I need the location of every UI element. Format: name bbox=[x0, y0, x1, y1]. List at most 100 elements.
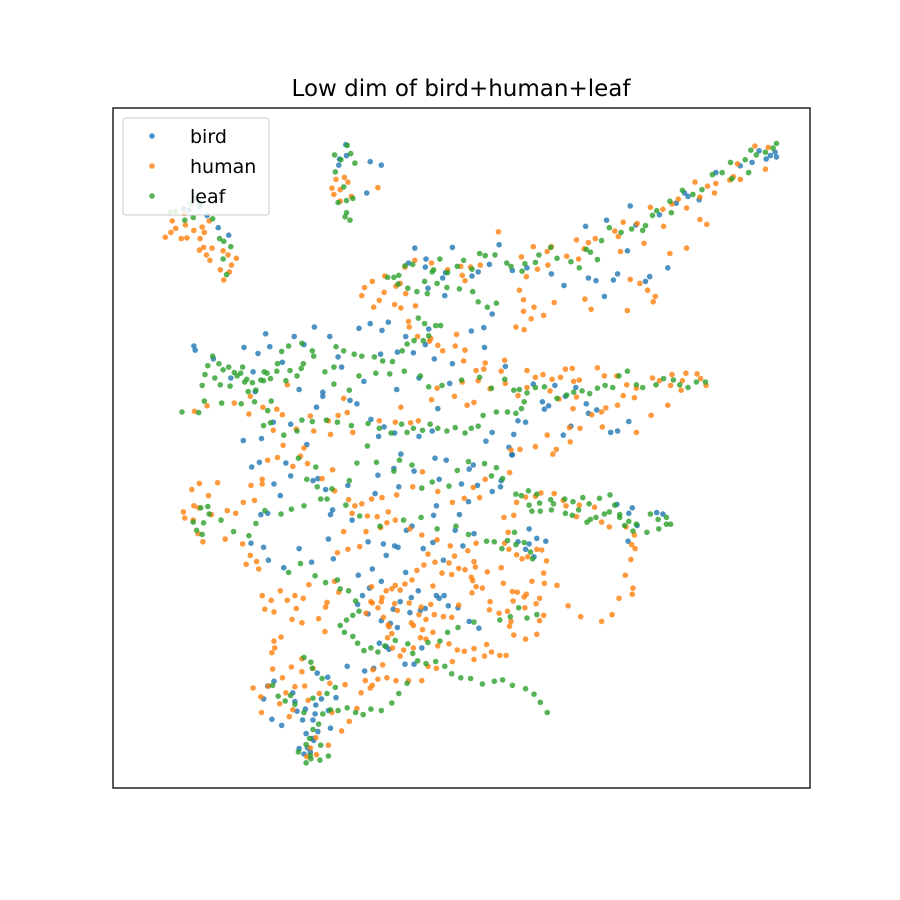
point-human bbox=[667, 382, 674, 389]
point-bird bbox=[315, 475, 321, 482]
point-human bbox=[292, 683, 298, 690]
point-human bbox=[617, 248, 624, 255]
point-leaf bbox=[348, 422, 355, 429]
point-leaf bbox=[727, 159, 734, 166]
point-leaf bbox=[458, 675, 464, 681]
point-human bbox=[620, 219, 626, 225]
point-human bbox=[375, 184, 381, 191]
point-human bbox=[509, 588, 516, 595]
point-human bbox=[660, 206, 666, 213]
point-human bbox=[392, 517, 399, 523]
point-leaf bbox=[616, 511, 623, 518]
point-bird bbox=[361, 668, 368, 674]
point-bird bbox=[277, 492, 284, 499]
point-leaf bbox=[580, 494, 586, 501]
point-human bbox=[191, 503, 197, 509]
point-human bbox=[375, 676, 381, 682]
point-leaf bbox=[376, 425, 383, 432]
point-leaf bbox=[534, 491, 540, 498]
point-leaf bbox=[356, 373, 362, 379]
point-human bbox=[648, 412, 654, 419]
point-leaf bbox=[437, 638, 443, 644]
point-leaf bbox=[480, 412, 486, 419]
point-human bbox=[569, 365, 576, 372]
point-leaf bbox=[251, 399, 258, 405]
point-human bbox=[576, 377, 583, 383]
point-bird bbox=[225, 232, 232, 238]
point-leaf bbox=[401, 368, 408, 375]
point-human bbox=[368, 583, 375, 590]
point-human bbox=[265, 683, 272, 689]
plot-area bbox=[112, 107, 811, 789]
point-leaf bbox=[342, 214, 348, 220]
point-leaf bbox=[331, 152, 338, 158]
point-leaf bbox=[653, 207, 660, 214]
point-leaf bbox=[267, 375, 274, 382]
legend-label-human: human bbox=[190, 156, 256, 178]
point-leaf bbox=[335, 199, 341, 206]
point-leaf bbox=[522, 685, 529, 692]
point-bird bbox=[419, 645, 425, 651]
point-leaf bbox=[745, 169, 752, 176]
point-leaf bbox=[504, 260, 510, 266]
point-human bbox=[598, 618, 605, 625]
point-human bbox=[370, 666, 376, 673]
legend-marker-bird bbox=[149, 133, 155, 139]
point-human bbox=[511, 632, 517, 638]
point-human bbox=[514, 589, 521, 595]
point-bird bbox=[548, 271, 555, 277]
point-leaf bbox=[334, 577, 341, 583]
point-bird bbox=[430, 539, 436, 546]
point-leaf bbox=[419, 427, 426, 434]
point-human bbox=[398, 404, 404, 411]
point-human bbox=[384, 520, 390, 526]
point-leaf bbox=[246, 532, 252, 539]
point-leaf bbox=[702, 379, 709, 385]
point-leaf bbox=[209, 216, 216, 222]
point-bird bbox=[398, 451, 404, 457]
point-bird bbox=[240, 437, 247, 444]
legend-marker-leaf bbox=[149, 193, 155, 199]
point-human bbox=[233, 255, 240, 262]
point-bird bbox=[456, 511, 463, 518]
point-leaf bbox=[616, 373, 622, 379]
point-leaf bbox=[288, 506, 295, 512]
point-human bbox=[554, 582, 560, 589]
point-human bbox=[391, 301, 398, 308]
point-leaf bbox=[410, 425, 417, 432]
point-leaf bbox=[435, 425, 441, 432]
point-leaf bbox=[399, 348, 406, 354]
point-human bbox=[624, 307, 631, 314]
point-leaf bbox=[346, 387, 353, 394]
point-leaf bbox=[301, 654, 307, 661]
point-human bbox=[573, 237, 580, 243]
point-human bbox=[251, 497, 258, 504]
point-human bbox=[629, 591, 636, 597]
point-bird bbox=[515, 418, 521, 424]
point-leaf bbox=[425, 384, 432, 390]
point-human bbox=[533, 600, 539, 607]
point-leaf bbox=[548, 507, 555, 513]
point-human bbox=[299, 668, 305, 675]
point-human bbox=[322, 628, 328, 635]
point-human bbox=[449, 658, 456, 665]
point-human bbox=[409, 577, 415, 583]
point-human bbox=[549, 376, 555, 383]
point-leaf bbox=[409, 261, 416, 268]
point-leaf bbox=[575, 507, 582, 513]
point-bird bbox=[481, 344, 488, 351]
point-human bbox=[588, 306, 594, 313]
legend-box bbox=[122, 117, 270, 216]
point-leaf bbox=[409, 650, 416, 657]
point-human bbox=[449, 499, 456, 506]
point-human bbox=[697, 194, 703, 200]
point-bird bbox=[439, 275, 446, 281]
point-human bbox=[683, 370, 689, 377]
point-bird bbox=[466, 466, 473, 472]
point-leaf bbox=[382, 643, 388, 649]
point-leaf bbox=[301, 503, 307, 509]
point-leaf bbox=[667, 198, 673, 204]
point-leaf bbox=[561, 496, 568, 502]
point-bird bbox=[767, 152, 774, 159]
point-bird bbox=[347, 397, 353, 404]
